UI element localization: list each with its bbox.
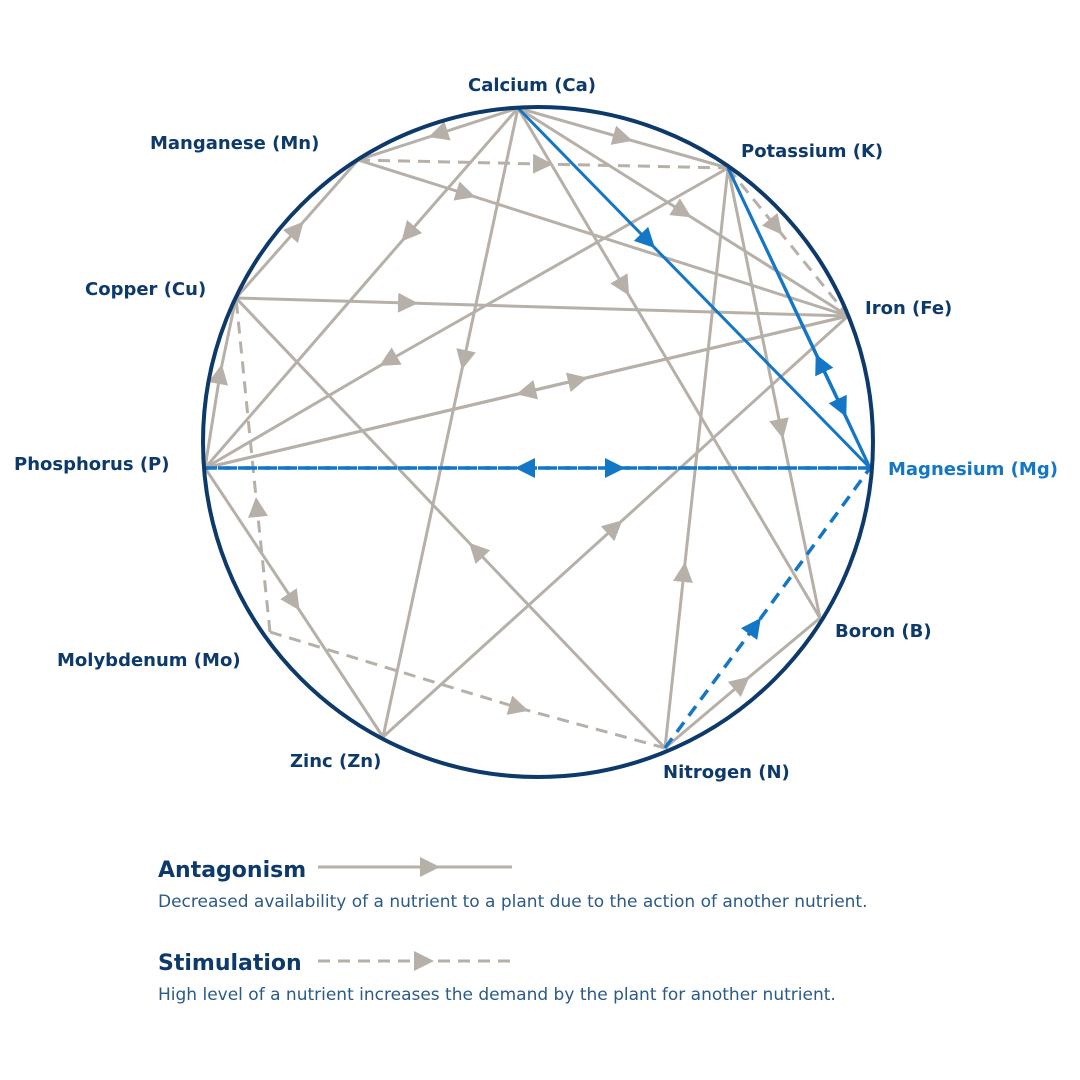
edge — [357, 106, 519, 162]
legend-title: Stimulation — [158, 951, 302, 976]
node-label: Iron (Fe) — [865, 298, 952, 319]
edge — [203, 297, 238, 469]
edge — [203, 107, 520, 469]
legend-description: High level of a nutrient increases the d… — [158, 985, 836, 1005]
edge — [663, 167, 730, 749]
node-label: Phosphorus (P) — [14, 454, 169, 475]
edge — [204, 166, 729, 470]
node-label: Calcium (Ca) — [468, 75, 596, 96]
node-label: Magnesium (Mg) — [888, 459, 1058, 480]
edge — [234, 297, 272, 633]
node-label: Boron (B) — [835, 621, 932, 642]
edge — [516, 106, 872, 470]
node-label: Nitrogen (N) — [663, 762, 790, 783]
node-label: Manganese (Mn) — [150, 133, 319, 154]
node-label: Molybdenum (Mo) — [57, 650, 241, 671]
edges — [203, 106, 872, 750]
edge — [357, 153, 729, 174]
node-label: Potassium (K) — [741, 141, 883, 162]
edge — [517, 106, 849, 318]
edge — [664, 616, 821, 750]
edge — [726, 167, 822, 619]
edge — [517, 106, 729, 170]
edge — [234, 159, 360, 299]
edge — [234, 296, 667, 750]
node-label: Zinc (Zn) — [290, 751, 381, 772]
legend: Antagonism Decreased availability of a n… — [158, 857, 868, 1005]
edge — [381, 107, 520, 738]
edge — [381, 314, 850, 739]
edge — [663, 466, 872, 750]
edge — [235, 292, 849, 318]
edge — [516, 107, 822, 619]
edge — [357, 158, 849, 318]
legend-title: Antagonism — [158, 858, 306, 883]
edge — [204, 314, 849, 470]
edge — [269, 630, 666, 750]
circle — [201, 105, 875, 779]
edge — [203, 467, 385, 738]
edge — [726, 167, 872, 469]
node-label: Copper (Cu) — [85, 279, 206, 300]
legend-description: Decreased availability of a nutrient to … — [158, 892, 868, 912]
edge — [726, 167, 850, 317]
